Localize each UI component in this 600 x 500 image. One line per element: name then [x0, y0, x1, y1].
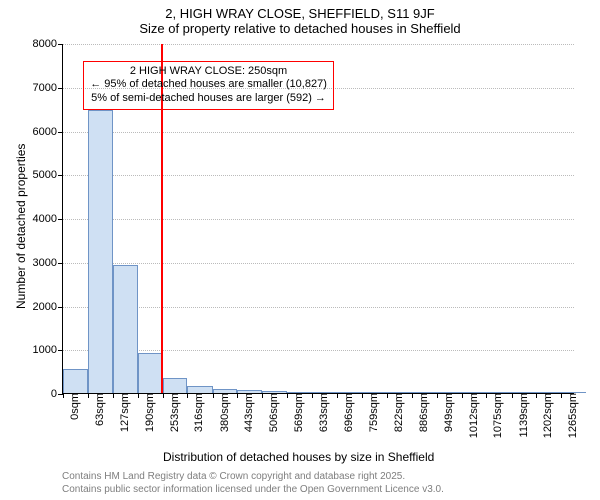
x-axis-label: Distribution of detached houses by size … — [163, 450, 434, 464]
ytick-label: 3000 — [33, 257, 63, 269]
xtick-label: 822sqm — [387, 393, 405, 432]
gridline-h — [63, 263, 574, 264]
annotation-line: 2 HIGH WRAY CLOSE: 250sqm — [90, 65, 327, 79]
histogram-bar — [63, 369, 88, 394]
xtick-label: 949sqm — [437, 393, 455, 432]
histogram-bar — [437, 392, 462, 393]
xtick-label: 1012sqm — [462, 393, 480, 438]
ytick-label: 5000 — [33, 169, 63, 181]
xtick-label: 569sqm — [287, 393, 305, 432]
xtick-label: 1265sqm — [561, 393, 579, 438]
histogram-bar — [536, 392, 561, 393]
histogram-bar — [262, 391, 287, 393]
xtick-label: 759sqm — [362, 393, 380, 432]
title-line-1: 2, HIGH WRAY CLOSE, SHEFFIELD, S11 9JF — [0, 6, 600, 21]
histogram-bar — [113, 265, 138, 393]
gridline-h — [63, 175, 574, 176]
xtick-label: 633sqm — [312, 393, 330, 432]
gridline-h — [63, 307, 574, 308]
ytick-label: 6000 — [33, 126, 63, 138]
histogram-bar — [287, 392, 312, 393]
gridline-h — [63, 44, 574, 45]
annotation-box: 2 HIGH WRAY CLOSE: 250sqm← 95% of detach… — [83, 61, 334, 110]
xtick-label: 316sqm — [187, 393, 205, 432]
histogram-bar — [512, 392, 537, 393]
annotation-line: 5% of semi-detached houses are larger (5… — [90, 92, 327, 106]
ytick-label: 1000 — [33, 344, 63, 356]
xtick-label: 1202sqm — [536, 393, 554, 438]
histogram-bar — [337, 392, 362, 393]
xtick-label: 253sqm — [163, 393, 181, 432]
plot-area: 0100020003000400050006000700080000sqm63s… — [62, 44, 574, 394]
histogram-bar — [412, 392, 437, 393]
xtick-label: 886sqm — [412, 393, 430, 432]
ytick-label: 2000 — [33, 301, 63, 313]
histogram-bar — [462, 392, 487, 393]
ytick-label: 0 — [51, 388, 63, 400]
title-block: 2, HIGH WRAY CLOSE, SHEFFIELD, S11 9JF S… — [0, 0, 600, 36]
y-axis-label: Number of detached properties — [14, 144, 28, 309]
histogram-bar — [362, 392, 387, 393]
histogram-bar — [561, 392, 586, 393]
histogram-bar — [387, 392, 412, 393]
xtick-label: 443sqm — [237, 393, 255, 432]
histogram-bar — [88, 110, 113, 394]
footer-attribution: Contains HM Land Registry data © Crown c… — [62, 470, 444, 496]
histogram-bar — [486, 392, 511, 393]
annotation-line: ← 95% of detached houses are smaller (10… — [90, 78, 327, 92]
xtick-label: 1139sqm — [512, 393, 530, 437]
histogram-bar — [237, 390, 262, 393]
gridline-h — [63, 132, 574, 133]
ytick-label: 8000 — [33, 38, 63, 50]
xtick-label: 0sqm — [63, 393, 81, 420]
gridline-h — [63, 219, 574, 220]
title-line-2: Size of property relative to detached ho… — [0, 21, 600, 36]
histogram-bar — [163, 378, 188, 393]
ytick-label: 7000 — [33, 82, 63, 94]
xtick-label: 1075sqm — [486, 393, 504, 438]
footer-line-1: Contains HM Land Registry data © Crown c… — [62, 470, 444, 483]
histogram-bar — [312, 392, 337, 393]
chart-container: 2, HIGH WRAY CLOSE, SHEFFIELD, S11 9JF S… — [0, 0, 600, 500]
xtick-label: 696sqm — [337, 393, 355, 432]
xtick-label: 63sqm — [88, 393, 106, 426]
histogram-bar — [213, 389, 238, 393]
xtick-label: 127sqm — [113, 393, 131, 432]
xtick-label: 190sqm — [138, 393, 156, 432]
gridline-h — [63, 350, 574, 351]
footer-line-2: Contains public sector information licen… — [62, 483, 444, 496]
ytick-label: 4000 — [33, 213, 63, 225]
xtick-label: 506sqm — [262, 393, 280, 432]
histogram-bar — [138, 353, 163, 393]
xtick-label: 380sqm — [213, 393, 231, 432]
histogram-bar — [187, 386, 212, 393]
